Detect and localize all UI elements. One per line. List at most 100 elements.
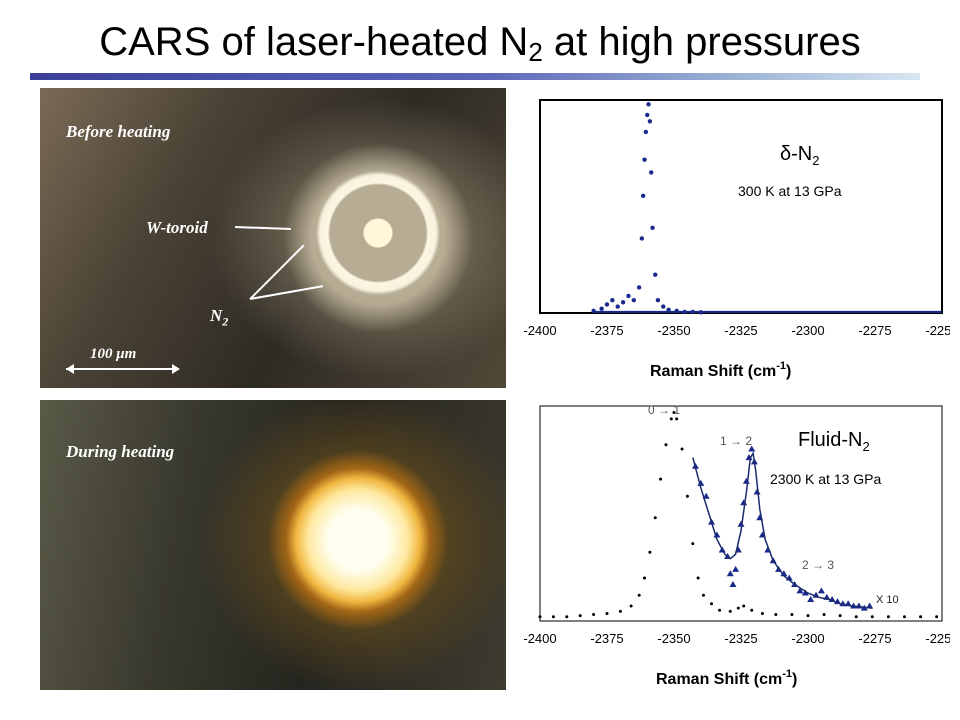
data-point [640, 193, 646, 199]
phase-label-sub: 2 [812, 153, 819, 168]
data-point [645, 112, 650, 118]
x-tick-label: -2325 [724, 631, 757, 646]
data-point [615, 304, 620, 309]
photo-during-heating: During heating [40, 400, 506, 690]
ticks-layer: -2400 -2375 -2350 -2325 -2300 -2275 -2250 [523, 631, 958, 646]
data-point [780, 570, 788, 577]
points-layer [591, 102, 942, 315]
title-main: CARS of laser-heated N [99, 20, 529, 64]
data-point [685, 494, 689, 498]
annotation-1-2: 1 → 2 [720, 434, 752, 448]
data-point [740, 499, 748, 506]
condition-label: 2300 K at 13 GPa [770, 471, 882, 487]
w-toroid-label: W-toroid [146, 218, 208, 237]
x-axis-label-tail: ) [792, 671, 797, 688]
data-point [643, 576, 647, 580]
data-point [629, 604, 633, 608]
x-tick-label: -2300 [791, 631, 824, 646]
data-point [790, 613, 794, 617]
data-point [742, 477, 750, 484]
chart-fluid-n2-svg: -2400 -2375 -2350 -2325 -2300 -2275 -2250 Flui… [523, 403, 958, 688]
x-tick-label: -2325 [724, 323, 757, 338]
n2-label: N2 [210, 306, 228, 329]
data-point [726, 570, 734, 577]
data-point [538, 615, 542, 619]
n2-label-sub: 2 [222, 314, 229, 329]
data-point [728, 609, 732, 613]
fit-curve [692, 451, 873, 609]
x-tick-label: -2250 [925, 631, 950, 646]
data-point [578, 614, 582, 618]
data-point [646, 102, 651, 107]
data-point [605, 611, 609, 615]
scale-label: 100 μm [90, 346, 137, 362]
x-tick-label: -2400 [523, 323, 556, 338]
data-point [806, 614, 810, 618]
data-point [653, 272, 658, 277]
x-tick-label: -2350 [657, 323, 690, 338]
data-point [669, 417, 673, 421]
data-point [610, 298, 615, 303]
plot-frame [539, 405, 943, 622]
data-point [672, 410, 676, 414]
x-axis-label: Raman Shift (cm-1) [650, 360, 791, 380]
data-point [626, 293, 631, 299]
annotation-2-3: 2 → 3 [802, 558, 834, 572]
data-point [599, 306, 604, 311]
photo-before-heating: Before heating W-toroid N2 100 μm [40, 88, 506, 388]
chart-delta-n2-svg: -2400 -2375 -2350 -2325 -2300 -2275 -2250 δ-N2… [523, 99, 959, 380]
before-heating-label: Before heating [66, 122, 171, 141]
data-point [565, 615, 569, 619]
title-subscript: 2 [528, 37, 543, 67]
data-point [886, 615, 890, 619]
data-point [737, 520, 745, 527]
data-point [822, 613, 826, 617]
data-point [551, 615, 555, 619]
data-point [935, 615, 939, 619]
data-point [655, 298, 661, 303]
data-point [620, 300, 626, 305]
data-point [643, 129, 649, 135]
x-axis-label: Raman Shift (cm-1) [656, 668, 797, 688]
phase-label: Fluid-N2 [798, 429, 870, 454]
data-point [650, 225, 655, 230]
annotation-x10: X 10 [876, 594, 899, 606]
data-point [696, 576, 700, 580]
data-point [817, 587, 825, 594]
scale-bar-end-left [66, 364, 74, 374]
data-point [796, 587, 804, 594]
n2-label-text: N [210, 306, 223, 325]
data-point [647, 119, 653, 124]
data-point [639, 236, 645, 241]
data-point [729, 580, 737, 587]
phase-label-sub: 2 [862, 439, 869, 454]
data-point [631, 298, 636, 303]
ticks-layer: -2400 -2375 -2350 -2325 -2300 -2275 -2250 [523, 323, 958, 338]
phase-label: δ-N2 [780, 143, 819, 168]
slide-title: CARS of laser-heated N2 at high pressure… [0, 20, 960, 68]
x-tick-label: -2250 [925, 323, 950, 338]
condition-label: 300 K at 13 GPa [738, 183, 842, 199]
data-point [664, 443, 668, 447]
data-point [760, 611, 764, 615]
data-point [666, 307, 671, 313]
plot-frame [539, 99, 943, 314]
data-point [661, 304, 666, 309]
title-underline [30, 73, 920, 80]
data-point [838, 614, 842, 618]
data-point [697, 479, 705, 486]
data-point [710, 602, 714, 606]
x-tick-label: -2375 [590, 323, 623, 338]
data-point [653, 516, 657, 520]
data-point [592, 613, 596, 617]
data-point [680, 447, 684, 451]
data-point [675, 417, 679, 421]
data-point [648, 550, 652, 554]
x-tick-label: -2350 [657, 631, 690, 646]
data-point [854, 615, 858, 619]
data-point [774, 613, 778, 617]
x-axis-label-tail: ) [786, 363, 791, 380]
annotation-0-1: 0 → 1 [648, 403, 680, 417]
data-point [604, 302, 610, 307]
x-tick-label: -2400 [523, 631, 556, 646]
